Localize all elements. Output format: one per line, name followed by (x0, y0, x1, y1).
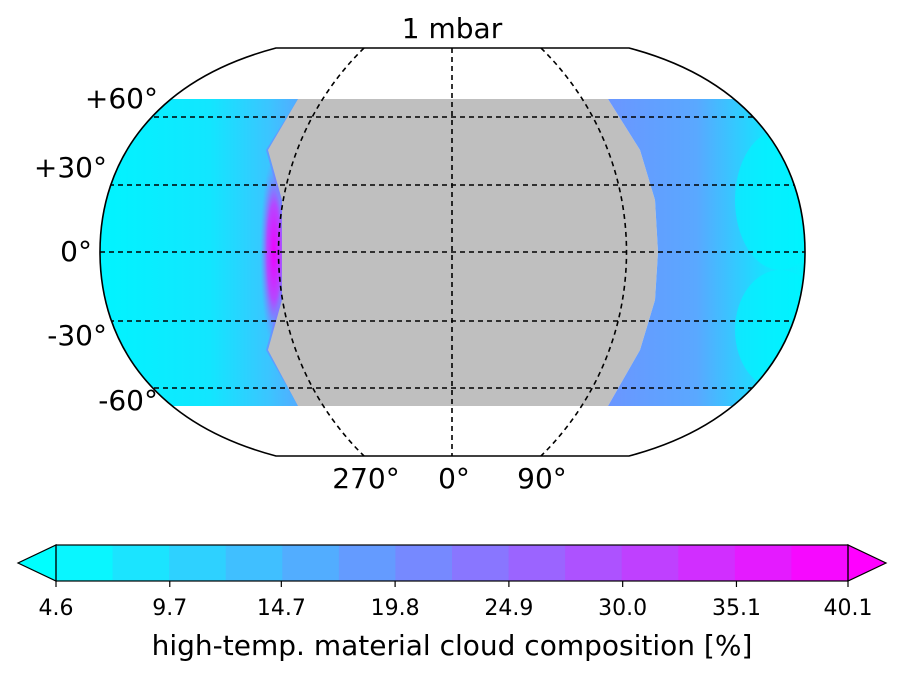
colorbar-cells (56, 545, 849, 581)
colorbar-extend-high (847, 544, 888, 582)
colorbar-cell (282, 545, 340, 581)
colorbar-cell (338, 545, 397, 581)
colorbar-cell (565, 545, 623, 581)
latitude-tick-label: +60° (85, 82, 158, 115)
gridlines (100, 48, 805, 456)
colorbar-ticks: 4.6 9.7 14.7 19.8 24.9 30.0 35.1 40.1 (39, 581, 873, 621)
colorbar-tick-label: 4.6 (39, 596, 74, 621)
longitude-gridline (540, 48, 628, 456)
latitude-tick-label: -30° (47, 319, 107, 352)
map-boundary (99, 47, 806, 457)
latitude-tick-label: -60° (98, 384, 158, 417)
colorbar-cell (621, 545, 679, 581)
latitude-tick-label: +30° (34, 151, 107, 184)
colorbar-cell (452, 545, 510, 581)
latitude-tick-labels: +60° +30° 0° -30° -60° (34, 82, 158, 417)
colorbar-tick-label: 9.7 (152, 596, 187, 621)
colorbar-tick-label: 40.1 (824, 596, 873, 621)
colorbar-cell (112, 545, 170, 581)
evening-limb-cyan-patch (735, 270, 805, 390)
colorbar-cell (395, 545, 453, 581)
colorbar-extend-low (16, 544, 57, 582)
colorbar-cell (508, 545, 566, 581)
colorbar-cell (678, 545, 736, 581)
colorbar-cell (56, 545, 114, 581)
longitude-tick-labels: 270° 0° 90° (332, 462, 567, 495)
longitude-tick-label: 270° (332, 462, 399, 495)
colorbar-tick-label: 30.0 (598, 596, 647, 621)
colorbar-tick-label: 14.7 (257, 596, 306, 621)
evening-limb-cyan-patch (735, 130, 805, 270)
chart-title: 1 mbar (402, 12, 503, 45)
longitude-tick-label: 90° (517, 462, 567, 495)
colorbar: 4.6 9.7 14.7 19.8 24.9 30.0 35.1 40.1 high-temp… (16, 544, 888, 662)
colorbar-tick-label: 35.1 (712, 596, 761, 621)
colorbar-tick-label: 24.9 (484, 596, 533, 621)
colorbar-cell (169, 545, 227, 581)
colorbar-tick-label: 19.8 (371, 596, 420, 621)
longitude-tick-label: 0° (438, 462, 470, 495)
colorbar-cell (791, 545, 849, 581)
colorbar-outline (55, 544, 849, 582)
colorbar-cell (734, 545, 793, 581)
longitude-gridline (277, 48, 365, 456)
latitude-tick-label: 0° (60, 235, 92, 268)
colorbar-label: high-temp. material cloud composition [%… (152, 629, 753, 662)
colorbar-cell (225, 545, 283, 581)
